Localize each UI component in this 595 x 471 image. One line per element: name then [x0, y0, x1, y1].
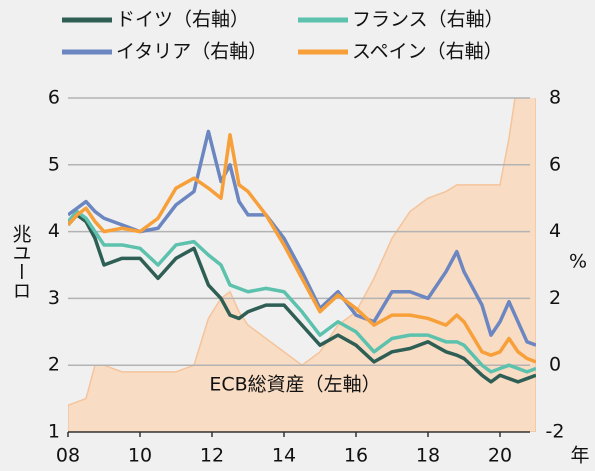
x-tick-label: 20	[488, 445, 512, 467]
y-tick-label: 2	[48, 354, 60, 376]
x-tick-label: 16	[344, 445, 368, 467]
y-tick-label: 3	[48, 287, 60, 309]
line	[68, 209, 536, 374]
y-tick-label: 4	[48, 220, 60, 242]
y-tick-label: 1	[48, 421, 60, 443]
x-tick-label: 14	[272, 445, 296, 467]
y-axis-label: 兆ユーロ	[10, 224, 32, 300]
legend-label: フランス（右軸）	[352, 9, 504, 31]
y2-tick-label: -2	[546, 421, 565, 443]
line	[68, 132, 536, 364]
x-tick-label: 10	[128, 445, 152, 467]
area-label: ECB総資産（左軸）	[209, 374, 380, 396]
y-tick-label: 6	[48, 87, 60, 109]
y2-tick-label: 0	[549, 354, 561, 376]
x-axis-label: 年	[570, 445, 589, 467]
area	[68, 98, 536, 432]
line	[68, 213, 536, 384]
x-tick-label: 08	[56, 445, 80, 467]
x-tick-label: 12	[200, 445, 224, 467]
legend-label: ドイツ（右軸）	[116, 9, 249, 31]
y2-tick-label: 4	[549, 220, 561, 242]
legend-label: スペイン（右軸）	[352, 41, 503, 63]
x-tick-label: 18	[416, 445, 440, 467]
legend-label: イタリア（右軸）	[116, 41, 267, 63]
y2-tick-label: 8	[549, 87, 561, 109]
y2-tick-label: 6	[549, 153, 561, 175]
y-tick-label: 5	[48, 153, 60, 175]
y2-axis-label: %	[569, 251, 587, 273]
y2-tick-label: 2	[549, 287, 561, 309]
